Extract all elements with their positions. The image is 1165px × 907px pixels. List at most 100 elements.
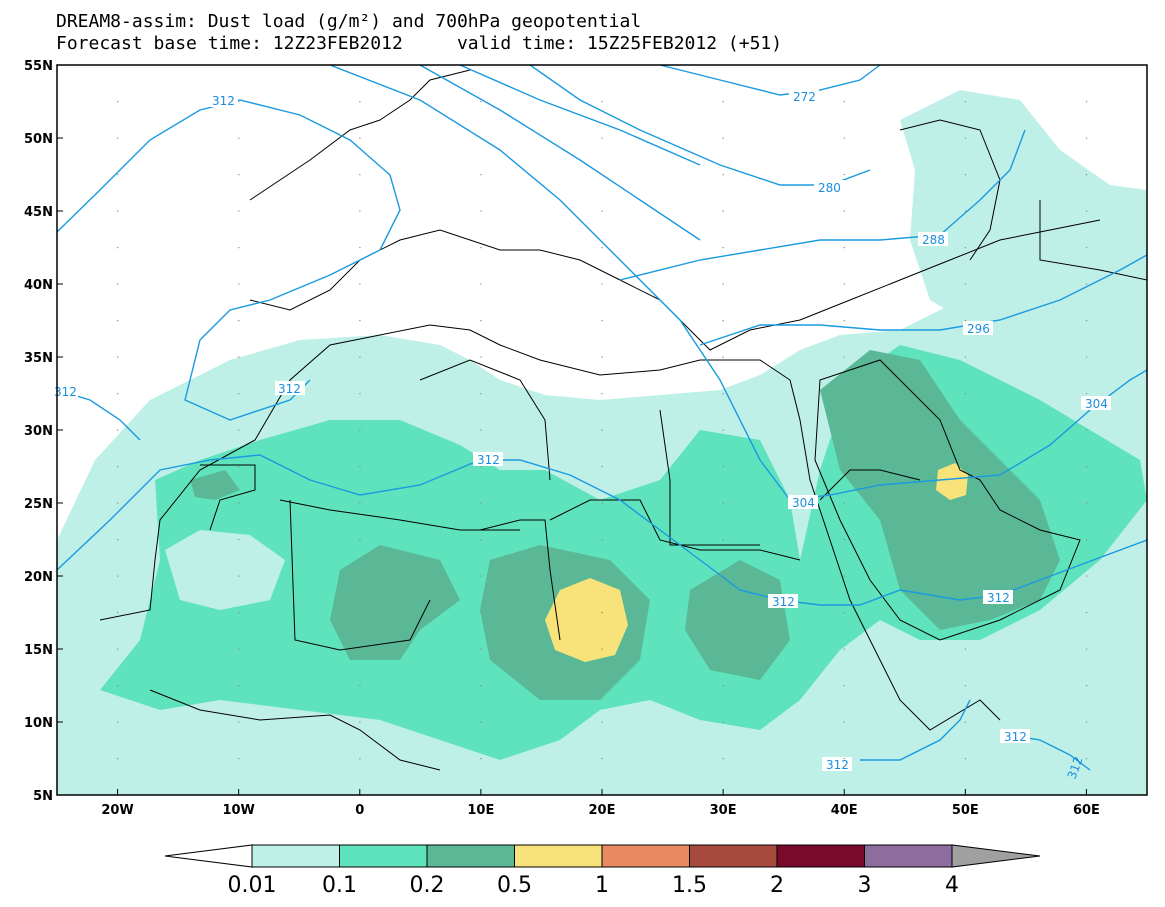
colorbar-swatch: [776, 844, 865, 868]
grid-dot: [601, 393, 603, 395]
grid-dot: [1085, 137, 1088, 139]
grid-dot: [359, 575, 361, 577]
colorbar-tick-label: 0.1: [322, 873, 357, 898]
grid-dot: [480, 539, 482, 541]
grid-dot: [117, 575, 119, 577]
grid-dot: [601, 356, 603, 358]
grid-dot: [601, 575, 603, 577]
grid-dot: [722, 721, 724, 723]
grid-dot: [359, 648, 361, 650]
grid-dot: [1085, 685, 1088, 687]
grid-dot: [480, 283, 482, 285]
grid-dot: [480, 247, 482, 249]
grid-dot: [843, 575, 845, 577]
grid-dot: [843, 758, 845, 760]
grid-dot: [601, 721, 603, 723]
grid-dot: [601, 429, 603, 431]
grid-dot: [359, 539, 361, 541]
longitude-label: 20W: [101, 803, 133, 818]
colorbar-high-arrow: [951, 844, 1041, 868]
grid-dot: [238, 502, 240, 504]
grid-dot: [1085, 575, 1088, 577]
grid-dot: [480, 137, 482, 139]
grid-dot: [722, 648, 724, 650]
grid-dot: [480, 721, 482, 723]
grid-dot: [964, 101, 967, 103]
grid-dot: [843, 429, 845, 431]
grid-dot: [1085, 758, 1088, 760]
colorbar-swatch: [601, 844, 690, 868]
latitude-label: 30N: [24, 424, 53, 439]
contour-label: 312: [826, 758, 849, 772]
grid-dot: [1085, 502, 1088, 504]
map-title-line2: Forecast base time: 12Z23FEB2012 valid t…: [56, 33, 783, 54]
grid-dot: [480, 356, 482, 358]
grid-dot: [964, 210, 967, 212]
grid-dot: [1085, 320, 1088, 322]
grid-dot: [843, 101, 845, 103]
grid-dot: [843, 320, 845, 322]
colorbar-tick-label: 2: [770, 873, 784, 898]
grid-dot: [964, 758, 967, 760]
grid-dot: [601, 648, 603, 650]
grid-dot: [117, 721, 119, 723]
grid-dot: [1085, 466, 1088, 468]
colorbar: 0.01 0.1 0.2 0.5 1 1.5 2 3 4: [164, 844, 1041, 898]
grid-dot: [238, 137, 240, 139]
grid-dot: [964, 502, 967, 504]
grid-dot: [480, 648, 482, 650]
grid-dot: [1085, 648, 1088, 650]
colorbar-tick-label: 4: [945, 873, 959, 898]
longitude-label: 30E: [710, 803, 737, 818]
grid-dots: [117, 101, 1088, 760]
grid-dot: [359, 137, 361, 139]
grid-dot: [238, 247, 240, 249]
grid-dot: [480, 174, 482, 176]
contour-label: 312: [278, 382, 301, 396]
grid-dot: [843, 648, 845, 650]
grid-dot: [359, 612, 361, 614]
grid-dot: [238, 210, 240, 212]
grid-dot: [964, 356, 967, 358]
grid-dot: [722, 393, 724, 395]
grid-dot: [238, 283, 240, 285]
grid-dot: [117, 283, 119, 285]
grid-dot: [964, 174, 967, 176]
grid-dot: [359, 758, 361, 760]
grid-dot: [359, 502, 361, 504]
contour-label: 272: [793, 90, 816, 104]
grid-dot: [722, 539, 724, 541]
grid-dot: [722, 575, 724, 577]
grid-dot: [359, 210, 361, 212]
colorbar-swatch: [514, 844, 603, 868]
longitude-label: 40E: [831, 803, 858, 818]
longitude-label: 10E: [467, 803, 494, 818]
latitude-label: 10N: [24, 716, 53, 731]
latitude-label: 15N: [24, 643, 53, 658]
grid-dot: [359, 721, 361, 723]
contour-288: [619, 129, 1026, 281]
grid-dot: [964, 575, 967, 577]
latitude-label: 25N: [24, 497, 53, 512]
grid-dot: [480, 101, 482, 103]
grid-dot: [238, 429, 240, 431]
grid-dot: [1085, 539, 1088, 541]
grid-dot: [238, 685, 240, 687]
grid-dot: [480, 393, 482, 395]
grid-dot: [964, 247, 967, 249]
longitude-label: 20E: [589, 803, 616, 818]
grid-dot: [843, 247, 845, 249]
colorbar-swatch: [251, 844, 340, 868]
contour-label: 296: [967, 322, 990, 336]
grid-dot: [1085, 210, 1088, 212]
grid-dot: [480, 685, 482, 687]
grid-dot: [722, 356, 724, 358]
grid-dot: [843, 137, 845, 139]
grid-dot: [117, 685, 119, 687]
grid-dot: [238, 721, 240, 723]
contour-label: 312: [1004, 730, 1027, 744]
grid-dot: [601, 685, 603, 687]
grid-dot: [964, 393, 967, 395]
dust-gap-west: [165, 530, 285, 610]
grid-dot: [117, 502, 119, 504]
